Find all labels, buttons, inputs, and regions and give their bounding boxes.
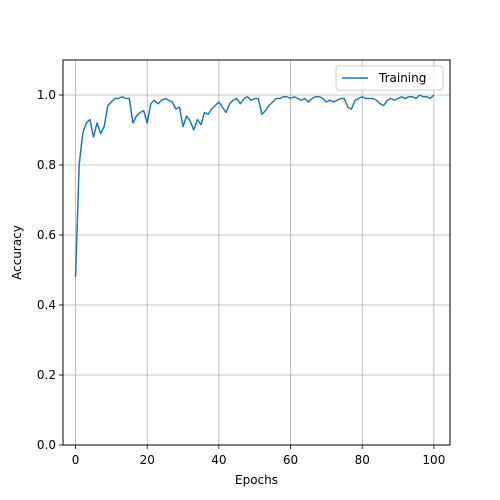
x-tick-label: 80 (355, 453, 370, 467)
x-tick-label: 60 (283, 453, 298, 467)
y-tick-label: 0.2 (37, 368, 56, 382)
legend: Training (335, 65, 444, 91)
y-tick-label: 0.8 (37, 158, 56, 172)
y-tick-label: 0.6 (37, 228, 56, 242)
legend-label: Training (378, 71, 426, 85)
y-axis-label: Accuracy (10, 225, 24, 280)
x-axis-label: Epochs (235, 473, 278, 487)
y-tick-label: 0.0 (37, 438, 56, 452)
legend-box (335, 65, 444, 91)
grid-lines (63, 60, 450, 446)
axis-ticks: 0 20 40 60 80 100 0.0 0.2 0.4 0.6 0.8 1.0 (37, 88, 445, 467)
y-tick-label: 0.4 (37, 298, 56, 312)
x-tick-label: 0 (72, 453, 80, 467)
y-tick-label: 1.0 (37, 88, 56, 102)
series-lines (74, 94, 435, 278)
x-tick-label: 20 (140, 453, 155, 467)
x-tick-label: 40 (211, 453, 226, 467)
x-tick-label: 100 (422, 453, 445, 467)
series-line-training (74, 94, 435, 278)
plot-area-frame (62, 59, 451, 446)
